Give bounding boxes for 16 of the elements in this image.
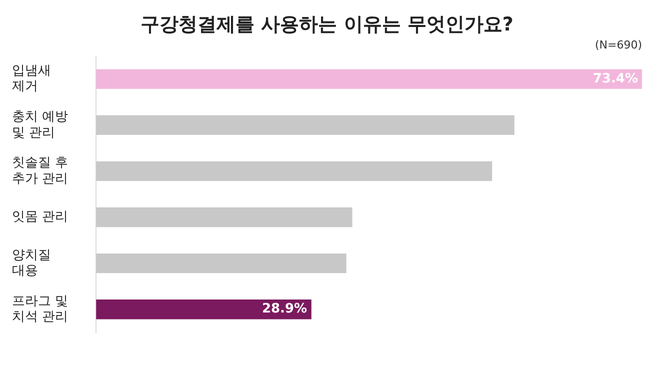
y-tick-label: 충치 예방 및 관리	[12, 110, 68, 140]
chart-subtitle: (N=690)	[594, 38, 642, 52]
y-tick-label: 입냄새 제거	[12, 64, 51, 94]
bar	[96, 207, 352, 228]
bar	[96, 300, 312, 320]
bar	[96, 115, 514, 135]
y-tick-label: 잇몸 관리	[12, 210, 68, 225]
bar	[96, 161, 492, 181]
chart-title: 구강청결제를 사용하는 이유는 무엇인가요?	[140, 13, 514, 36]
data-label: 28.9%	[262, 302, 308, 317]
y-tick-label: 양치질 대용	[12, 248, 51, 278]
y-tick-label: 칫솔질 후 추가 관리	[12, 156, 68, 186]
data-label: 73.4%	[592, 71, 638, 86]
y-tick-label: 프라그 및 치석 관리	[12, 294, 68, 325]
bar	[96, 253, 346, 274]
bar	[96, 69, 642, 89]
